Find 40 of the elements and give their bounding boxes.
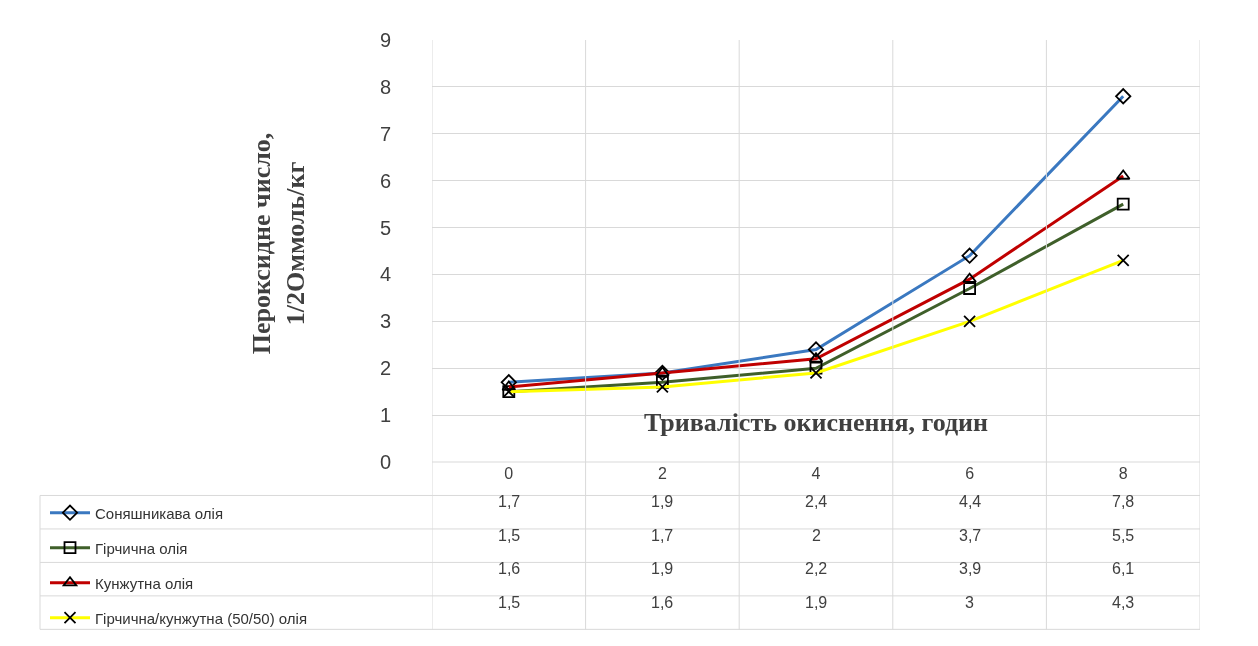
data-label: 1,9 bbox=[651, 560, 674, 577]
legend-label: Гірчична/кунжутна (50/50) олія bbox=[95, 609, 308, 627]
data-label: 1,6 bbox=[498, 560, 521, 577]
data-label: 6,1 bbox=[1112, 560, 1135, 577]
data-label: 1,5 bbox=[498, 594, 521, 611]
data-label: 2,4 bbox=[805, 493, 828, 510]
data-label: 3,9 bbox=[959, 560, 982, 577]
data-label: 5,5 bbox=[1112, 527, 1135, 544]
legend-label: Гірчична олія bbox=[95, 539, 188, 557]
data-label: 4,4 bbox=[959, 493, 982, 510]
y-tick-label: 2 bbox=[379, 357, 391, 380]
x-tick-label: 6 bbox=[965, 465, 975, 482]
y-tick-label: 1 bbox=[379, 404, 391, 427]
y-tick-label: 6 bbox=[379, 169, 391, 192]
data-label: 3 bbox=[965, 594, 974, 611]
data-label: 1,7 bbox=[651, 527, 674, 544]
data-label: 1,5 bbox=[498, 527, 521, 544]
data-label: 1,6 bbox=[651, 594, 674, 611]
data-label: 1,9 bbox=[805, 594, 828, 611]
y-tick-label: 3 bbox=[379, 310, 391, 333]
x-tick-label: 0 bbox=[504, 465, 514, 482]
x-tick-label: 4 bbox=[811, 465, 821, 482]
data-label: 7,8 bbox=[1112, 493, 1135, 510]
y-tick-label: 8 bbox=[379, 75, 391, 98]
y-tick-label: 7 bbox=[379, 122, 391, 145]
x-axis-title: Тривалість окиснення, годин bbox=[644, 408, 989, 437]
data-label: 2,2 bbox=[805, 560, 828, 577]
y-tick-label: 9 bbox=[379, 29, 391, 51]
y-axis-title: Пероксидне число, 1/2Оммоль/кг bbox=[246, 132, 310, 355]
x-tick-label: 2 bbox=[657, 465, 667, 482]
data-label: 3,7 bbox=[959, 527, 982, 544]
y-tick-label: 5 bbox=[379, 216, 391, 239]
data-label: 4,3 bbox=[1112, 594, 1135, 611]
legend-label: Кунжутна олія bbox=[95, 574, 194, 592]
data-label: 2 bbox=[812, 527, 821, 544]
data-label: 1,7 bbox=[498, 493, 521, 510]
legend-label: Соняшникава олія bbox=[95, 504, 224, 522]
data-label: 1,9 bbox=[651, 493, 674, 510]
x-tick-label: 8 bbox=[1118, 465, 1128, 482]
y-tick-label: 4 bbox=[379, 263, 391, 286]
